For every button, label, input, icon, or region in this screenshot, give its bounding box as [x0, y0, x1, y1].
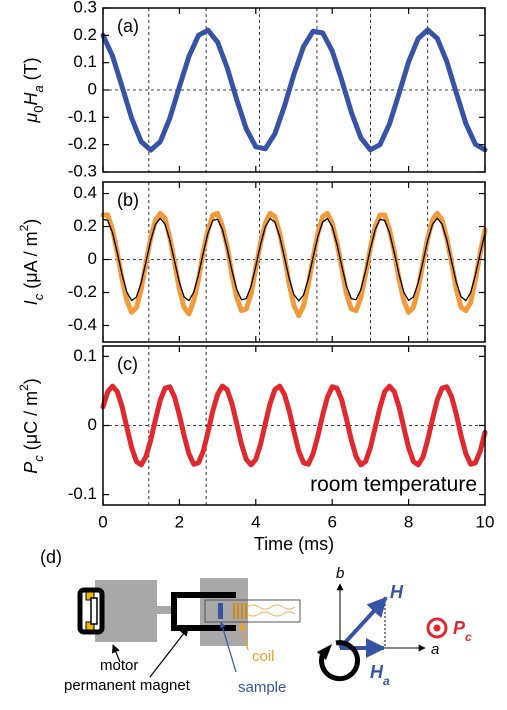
y-label-part: 2: [17, 384, 31, 391]
motor-shaft: [157, 606, 173, 614]
sample: [218, 603, 223, 619]
magnet-block: [200, 578, 248, 646]
motor-label: motor: [100, 657, 138, 674]
ha-label: Ha: [370, 662, 390, 688]
pc-label-part: c: [465, 630, 472, 644]
y-axis-label: Pc (μC / m2): [17, 378, 46, 474]
pointer: [219, 621, 237, 673]
y-label-part: a: [31, 85, 46, 92]
coil-wires: [246, 604, 296, 617]
motor-body: [95, 580, 157, 642]
magnet-label: permanent magnet: [64, 677, 191, 694]
y-label-part: 0: [31, 106, 46, 113]
y-label-part: c: [31, 293, 46, 300]
ha-label-part: a: [383, 674, 390, 688]
panel-label: (c): [117, 354, 138, 374]
coil: [233, 603, 247, 619]
y-label-part: I: [21, 300, 41, 305]
y-label-part: 2: [17, 224, 31, 231]
h-vector: [338, 596, 388, 650]
y-tick-label: 0: [88, 249, 97, 268]
y-tick-label: 0.3: [73, 0, 97, 16]
pc-label: Pc: [453, 618, 472, 644]
data-line: [100, 210, 488, 319]
y-tick-label: -0.2: [68, 134, 97, 153]
y-axis-label: Ic (μA / m2): [17, 219, 46, 306]
rotation: [319, 640, 360, 682]
terminal-bar: [90, 597, 98, 625]
x-tick-label: 2: [175, 512, 184, 531]
plot-frame: [102, 181, 486, 343]
terminal: [85, 591, 95, 601]
pointer: [239, 622, 249, 651]
x-tick-label: 8: [404, 512, 413, 531]
data-line: [100, 27, 488, 153]
tube: [204, 599, 301, 623]
y-label-part: ): [21, 378, 41, 384]
panel-label: (b): [117, 190, 139, 210]
y-tick-label: -0.2: [68, 282, 97, 301]
pc-symbol: [426, 617, 448, 639]
y-label-part: c: [31, 455, 46, 462]
x-tick-label: 6: [327, 512, 336, 531]
x-tick-label: 0: [98, 512, 107, 531]
h-label: H: [390, 582, 404, 602]
y-tick-label: 0.1: [73, 52, 97, 71]
y-tick-label: -0.4: [68, 315, 97, 334]
pointer: [149, 627, 189, 678]
y-tick-label: 0: [88, 79, 97, 98]
rotation-head: [317, 644, 332, 660]
a-label: a: [431, 641, 439, 658]
y-label-part: ): [21, 219, 41, 225]
ha-label-part: H: [370, 662, 384, 682]
y-tick-label: 0.1: [73, 346, 97, 365]
pc-dot: [433, 624, 441, 632]
y-tick-label: -0.1: [68, 484, 97, 503]
y-axis-label: μ0Ha (T): [21, 57, 46, 123]
y-label-part: μ: [21, 113, 41, 124]
annotation: room temperature: [310, 473, 477, 496]
y-tick-label: 0.2: [73, 25, 97, 44]
y-tick-label: 0: [88, 415, 97, 434]
magnet-yoke: [171, 592, 236, 631]
data-line: [102, 217, 486, 302]
y-tick-label: 0.2: [73, 216, 97, 235]
b-label: b: [336, 565, 344, 582]
diagram: (d) motor permanent magnet coil sample b…: [40, 547, 472, 696]
pc-label-part: P: [453, 618, 466, 638]
terminal: [85, 621, 95, 631]
y-label-part: (μA / m: [21, 231, 41, 293]
y-label-part: P: [21, 462, 41, 474]
x-tick-label: 10: [476, 512, 495, 531]
sample-label: sample: [238, 679, 286, 696]
plots: -0.3-0.2-0.100.10.20.3(a)-0.4-0.200.20.4…: [68, 0, 495, 554]
y-tick-label: -0.1: [68, 107, 97, 126]
y-label-part: (μC / m: [21, 391, 41, 455]
y-label-part: (T): [21, 57, 41, 85]
y-tick-label: 0.4: [73, 183, 97, 202]
coil-label: coil: [252, 648, 275, 665]
x-tick-label: 4: [251, 512, 260, 531]
pointer: [111, 644, 121, 663]
data-line: [100, 383, 488, 468]
y-label-part: H: [21, 92, 41, 106]
y-tick-label: -0.3: [68, 161, 97, 180]
panel-label: (d): [40, 547, 62, 567]
panel-label: (a): [117, 16, 139, 36]
x-axis-label: Time (ms): [254, 534, 334, 554]
